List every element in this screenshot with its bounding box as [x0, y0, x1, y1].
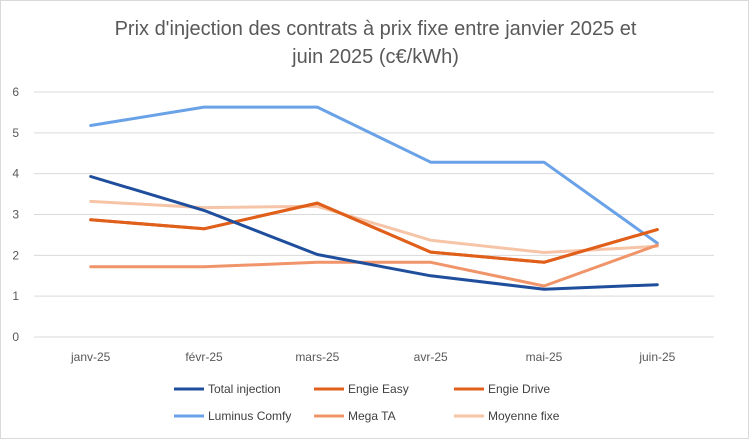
x-tick-label: mai-25 [526, 350, 563, 364]
legend-item: Moyenne fixe [454, 409, 560, 423]
y-tick-label: 5 [12, 126, 19, 140]
legend-label: Engie Drive [488, 382, 550, 396]
chart-title-line-1: Prix d'injection des contrats à prix fix… [114, 18, 637, 40]
legend: Total injection Engie Easy Engie Drive Lumi… [174, 382, 560, 423]
legend-label: Mega TA [348, 409, 396, 423]
legend-label: Total injection [208, 382, 281, 396]
series-line-moyenne-fixe [89, 199, 659, 254]
chart-title: Prix d'injection des contrats à prix fix… [1, 15, 749, 71]
series-line-luminus-comfy [89, 105, 659, 245]
chart-title-line-2: juin 2025 (c€/kWh) [292, 46, 459, 68]
x-tick-label: mars-25 [295, 350, 339, 364]
series-line-engie-easy [89, 201, 659, 264]
x-axis: janv-25 févr-25 mars-25 avr-25 mai-25 juin-25 [34, 336, 714, 364]
legend-label: Engie Easy [348, 382, 409, 396]
legend-label: Moyenne fixe [488, 409, 560, 423]
legend-label: Luminus Comfy [208, 409, 291, 423]
legend-item: Engie Drive [454, 382, 550, 396]
x-tick-label: avr-25 [414, 350, 448, 364]
x-tick-label: juin-25 [638, 350, 675, 364]
series-line-mega-ta [89, 243, 659, 288]
y-tick-label: 6 [12, 85, 19, 99]
y-axis: 0 1 2 3 4 5 6 [12, 85, 19, 344]
series-lines [89, 105, 659, 291]
y-tick-label: 4 [12, 167, 19, 181]
x-tick-label: janv-25 [70, 350, 111, 364]
legend-item: Total injection [174, 382, 281, 396]
legend-item: Luminus Comfy [174, 409, 291, 423]
gridlines [34, 91, 714, 338]
y-tick-label: 1 [12, 289, 19, 303]
y-tick-label: 3 [12, 208, 19, 222]
y-tick-label: 0 [12, 330, 19, 344]
legend-item: Mega TA [314, 409, 396, 423]
x-tick-label: févr-25 [185, 350, 223, 364]
series-line-total-injection [89, 175, 659, 291]
legend-item: Engie Easy [314, 382, 409, 396]
y-tick-label: 2 [12, 248, 19, 262]
